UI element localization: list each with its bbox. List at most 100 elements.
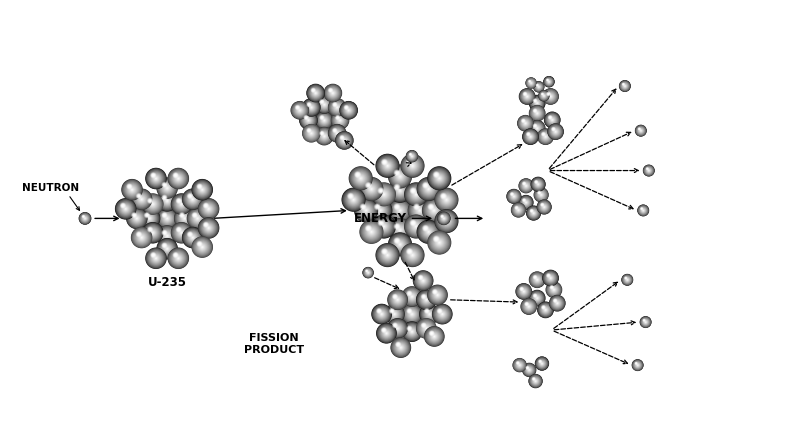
Circle shape bbox=[536, 127, 538, 129]
Circle shape bbox=[160, 211, 174, 225]
Circle shape bbox=[640, 316, 651, 328]
Circle shape bbox=[543, 307, 544, 308]
Circle shape bbox=[633, 360, 642, 370]
Circle shape bbox=[513, 358, 526, 372]
Circle shape bbox=[547, 115, 558, 125]
Circle shape bbox=[555, 131, 556, 132]
Circle shape bbox=[531, 274, 542, 285]
Circle shape bbox=[331, 91, 334, 95]
Circle shape bbox=[192, 237, 213, 258]
Circle shape bbox=[430, 332, 433, 335]
Circle shape bbox=[183, 190, 202, 209]
Circle shape bbox=[347, 109, 350, 112]
Circle shape bbox=[554, 299, 557, 302]
Circle shape bbox=[445, 219, 449, 223]
Circle shape bbox=[390, 310, 398, 318]
Circle shape bbox=[546, 92, 554, 101]
Circle shape bbox=[538, 302, 553, 317]
Circle shape bbox=[414, 205, 418, 209]
Circle shape bbox=[518, 363, 522, 368]
Circle shape bbox=[521, 180, 531, 191]
Circle shape bbox=[377, 324, 396, 343]
Circle shape bbox=[147, 250, 165, 267]
Circle shape bbox=[536, 190, 546, 200]
Circle shape bbox=[164, 184, 165, 185]
Circle shape bbox=[317, 97, 332, 112]
Circle shape bbox=[395, 240, 405, 249]
Circle shape bbox=[346, 107, 352, 113]
Circle shape bbox=[519, 89, 535, 105]
Circle shape bbox=[394, 296, 401, 303]
Circle shape bbox=[422, 182, 429, 188]
Circle shape bbox=[415, 272, 431, 289]
Circle shape bbox=[534, 187, 549, 202]
Circle shape bbox=[322, 102, 326, 107]
Circle shape bbox=[334, 131, 340, 136]
Circle shape bbox=[438, 242, 441, 244]
Circle shape bbox=[551, 287, 553, 288]
Circle shape bbox=[142, 211, 157, 225]
Circle shape bbox=[641, 317, 650, 327]
Circle shape bbox=[554, 300, 561, 307]
Circle shape bbox=[439, 214, 448, 223]
Circle shape bbox=[203, 222, 209, 228]
Circle shape bbox=[418, 276, 422, 279]
Circle shape bbox=[81, 214, 90, 223]
Circle shape bbox=[410, 189, 422, 200]
Circle shape bbox=[172, 172, 185, 185]
Circle shape bbox=[122, 180, 142, 199]
Circle shape bbox=[551, 127, 560, 136]
Circle shape bbox=[176, 227, 182, 232]
Circle shape bbox=[187, 194, 198, 205]
Circle shape bbox=[439, 214, 449, 223]
Circle shape bbox=[546, 114, 558, 126]
Circle shape bbox=[408, 152, 416, 160]
Circle shape bbox=[174, 197, 189, 211]
Circle shape bbox=[526, 132, 530, 136]
Circle shape bbox=[378, 221, 383, 225]
Circle shape bbox=[526, 367, 532, 372]
Circle shape bbox=[177, 256, 180, 260]
Circle shape bbox=[426, 328, 427, 329]
Circle shape bbox=[393, 295, 397, 299]
Circle shape bbox=[386, 305, 403, 323]
Circle shape bbox=[370, 231, 372, 233]
Circle shape bbox=[528, 133, 529, 135]
Circle shape bbox=[406, 290, 418, 303]
Circle shape bbox=[378, 221, 390, 232]
Circle shape bbox=[151, 253, 155, 257]
Circle shape bbox=[197, 218, 198, 219]
Circle shape bbox=[188, 194, 192, 198]
Circle shape bbox=[533, 293, 542, 303]
Circle shape bbox=[330, 89, 331, 91]
Circle shape bbox=[299, 111, 318, 129]
Circle shape bbox=[146, 225, 160, 240]
Circle shape bbox=[164, 246, 170, 252]
Circle shape bbox=[550, 126, 562, 138]
Circle shape bbox=[522, 198, 530, 207]
Circle shape bbox=[623, 84, 624, 85]
Circle shape bbox=[310, 88, 316, 93]
Circle shape bbox=[85, 218, 86, 219]
Circle shape bbox=[636, 363, 637, 364]
Circle shape bbox=[305, 116, 313, 124]
Circle shape bbox=[82, 216, 87, 221]
Circle shape bbox=[430, 331, 434, 336]
Circle shape bbox=[406, 184, 427, 205]
Circle shape bbox=[437, 176, 442, 181]
Circle shape bbox=[315, 127, 333, 145]
Circle shape bbox=[334, 103, 336, 106]
Circle shape bbox=[179, 231, 184, 235]
Circle shape bbox=[352, 198, 354, 201]
Circle shape bbox=[438, 310, 441, 312]
Circle shape bbox=[410, 219, 417, 226]
Circle shape bbox=[396, 226, 404, 234]
Circle shape bbox=[332, 102, 342, 112]
Circle shape bbox=[395, 186, 405, 196]
Circle shape bbox=[394, 223, 400, 229]
Circle shape bbox=[406, 217, 426, 236]
Circle shape bbox=[134, 216, 139, 221]
Circle shape bbox=[635, 363, 640, 368]
Circle shape bbox=[386, 306, 403, 323]
Circle shape bbox=[150, 173, 162, 184]
